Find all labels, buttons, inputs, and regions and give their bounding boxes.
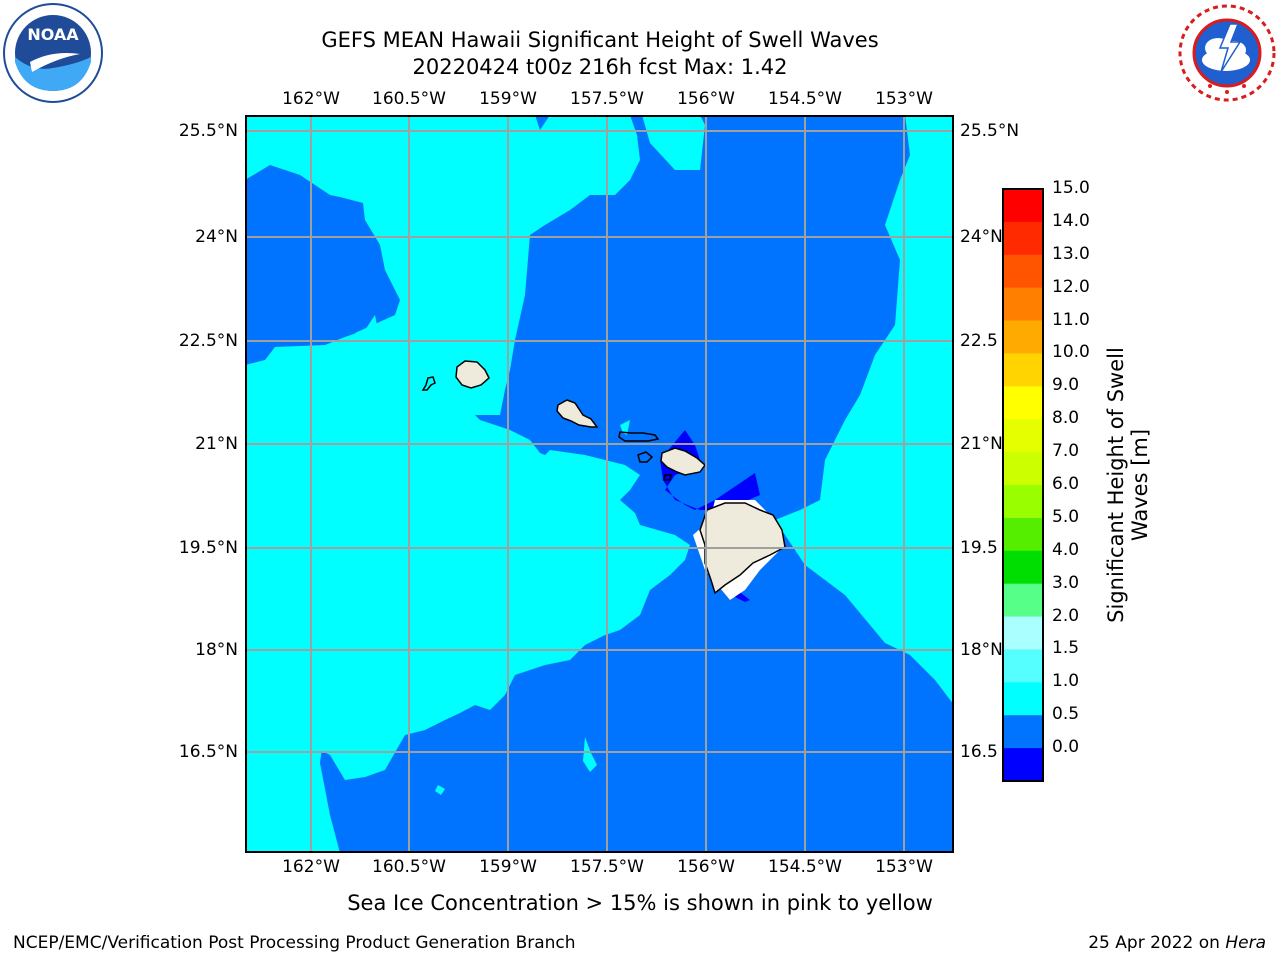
graticule <box>245 115 954 853</box>
svg-text:NOAA: NOAA <box>27 25 79 44</box>
colorbar-label: 15.0 <box>1052 178 1090 198</box>
title-line-2: 20220424 t00z 216h fcst Max: 1.42 <box>412 55 788 79</box>
lat-tick-label: 25.5°N <box>960 121 1020 141</box>
footer-date-text: 25 Apr 2022 on <box>1088 933 1226 953</box>
colorbar-label: 3.0 <box>1052 572 1080 593</box>
lon-tick-label: 159°W <box>479 89 537 109</box>
island-kahoolawe <box>663 474 672 481</box>
lat-tick-label: 21°N <box>960 434 1003 454</box>
footer-credit: NCEP/EMC/Verification Post Processing Pr… <box>13 933 576 953</box>
lon-tick-label: 162°W <box>282 89 340 109</box>
colorbar-label: 11.0 <box>1052 309 1090 330</box>
lon-tick-label: 160.5°W <box>372 89 446 109</box>
footer-date: 25 Apr 2022 on Hera <box>1088 933 1266 953</box>
colorbar-swatch <box>1003 320 1043 354</box>
lat-tick-label: 18°N <box>960 640 1003 660</box>
colorbar-swatch <box>1003 517 1043 552</box>
colorbar-swatch <box>1003 386 1043 420</box>
lat-tick-label: 19.5 <box>960 538 998 558</box>
colorbar-swatch <box>1003 353 1043 387</box>
lon-tick-label: 159°W <box>479 857 537 877</box>
colorbar-swatch <box>1003 550 1043 585</box>
colorbar-label: 13.0 <box>1052 243 1090 264</box>
lon-tick-label: 157.5°W <box>570 89 644 109</box>
noaa-logo: NOAA <box>3 3 103 103</box>
lon-tick-label: 157.5°W <box>570 857 644 877</box>
colorbar-label: 1.0 <box>1052 671 1080 692</box>
colorbar-swatch <box>1003 287 1043 322</box>
colorbar-swatch <box>1003 715 1043 749</box>
lat-tick-label: 22.5°N <box>178 331 238 351</box>
colorbar-label: 7.0 <box>1052 441 1080 462</box>
colorbar-label: 10.0 <box>1052 342 1090 363</box>
lat-tick-label: 25.5°N <box>178 121 238 141</box>
colorbar-label: 2.0 <box>1052 605 1080 626</box>
sea-ice-note: Sea Ice Concentration > 15% is shown in … <box>347 891 933 915</box>
lat-tick-label: 22.5 <box>960 331 998 351</box>
colorbar-swatch <box>1003 419 1043 453</box>
colorbar-swatch <box>1003 583 1043 618</box>
lat-tick-label: 19.5°N <box>178 538 238 558</box>
colorbar-label: 6.0 <box>1052 474 1080 494</box>
lon-tick-label: 160.5°W <box>372 857 446 877</box>
colorbar-swatch <box>1003 649 1043 683</box>
lon-tick-label: 162°W <box>282 857 340 877</box>
lat-tick-label: 21°N <box>195 434 238 454</box>
colorbar-swatch <box>1003 616 1043 650</box>
colorbar-swatch <box>1003 748 1043 782</box>
lon-tick-label: 153°W <box>875 857 933 877</box>
title-line-1: GEFS MEAN Hawaii Significant Height of S… <box>321 28 879 52</box>
colorbar <box>1002 188 1044 782</box>
colorbar-label: 0.0 <box>1052 737 1080 758</box>
lon-tick-label: 154.5°W <box>768 89 842 109</box>
lon-tick-label: 156°W <box>677 89 735 109</box>
lat-tick-label: 18°N <box>195 640 238 660</box>
lat-tick-label: 24°N <box>195 227 238 247</box>
island-kauai <box>455 360 490 389</box>
colorbar-label: 0.5 <box>1052 704 1080 725</box>
colorbar-label: 5.0 <box>1052 506 1080 527</box>
island-oahu <box>556 399 599 428</box>
colorbar-label: 8.0 <box>1052 408 1080 429</box>
colorbar-label: 4.0 <box>1052 539 1080 560</box>
map-plot <box>245 115 954 853</box>
colorbar-label: 12.0 <box>1052 276 1090 297</box>
island-lanai <box>637 451 654 463</box>
lon-tick-label: 154.5°W <box>768 857 842 877</box>
colorbar-label: 1.5 <box>1052 638 1080 659</box>
island-maui <box>660 447 707 476</box>
lon-tick-label: 153°W <box>875 89 933 109</box>
colorbar-swatch <box>1003 682 1043 716</box>
colorbar-swatch <box>1003 485 1043 519</box>
island-niihau <box>421 376 436 391</box>
lat-tick-label: 16.5°N <box>178 742 238 762</box>
nws-logo <box>1178 4 1276 102</box>
colorbar-label: 14.0 <box>1052 210 1090 231</box>
colorbar-swatch <box>1003 254 1043 289</box>
colorbar-label: 9.0 <box>1052 375 1080 396</box>
lat-tick-label: 16.5 <box>960 742 998 762</box>
colorbar-title: Significant Height of Swell Waves [m] <box>1104 347 1152 623</box>
footer-host: Hera <box>1225 933 1266 953</box>
colorbar-swatch <box>1003 452 1043 486</box>
colorbar-swatch <box>1003 189 1043 223</box>
colorbar-swatch <box>1003 221 1043 256</box>
lat-tick-label: 24°N <box>960 227 1003 247</box>
island-molokai <box>618 431 660 442</box>
lon-tick-label: 156°W <box>677 857 735 877</box>
